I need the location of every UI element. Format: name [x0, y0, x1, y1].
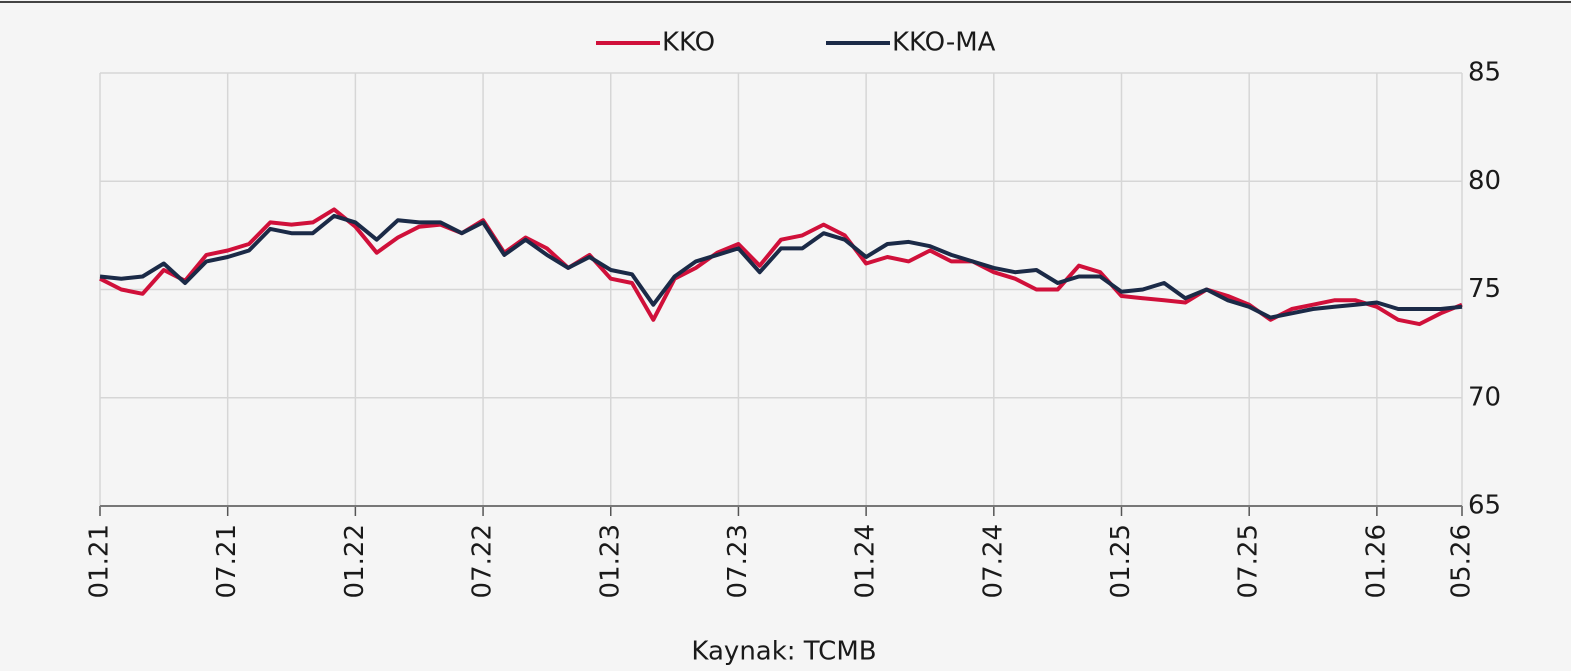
x-tick-label: 07.23 [723, 524, 753, 598]
series-line [99, 207, 1463, 327]
legend-label: KKO [662, 28, 715, 58]
x-tick-label: 01.22 [340, 524, 370, 598]
x-tick-label: 01.24 [851, 524, 881, 598]
x-tick-label: 01.26 [1361, 524, 1391, 598]
x-tick-label: 05.26 [1447, 524, 1477, 598]
x-tick-label: 07.22 [468, 524, 498, 598]
source-note: Kaynak: TCMB [691, 637, 876, 667]
y-tick-label: 70 [1468, 382, 1501, 412]
x-tick-label: 07.24 [978, 524, 1008, 598]
x-tick-label: 01.25 [1106, 524, 1136, 598]
x-tick-label: 01.23 [595, 524, 625, 598]
series-line [99, 213, 1463, 320]
y-tick-label: 65 [1468, 491, 1501, 521]
x-tick-label: 01.21 [85, 524, 115, 598]
x-tick-label: 07.25 [1234, 524, 1264, 598]
legend-label: KKO-MA [892, 28, 996, 58]
y-tick-label: 80 [1468, 166, 1501, 196]
y-tick-label: 75 [1468, 274, 1501, 304]
x-tick-label: 07.21 [212, 524, 242, 598]
y-tick-label: 85 [1468, 58, 1501, 88]
